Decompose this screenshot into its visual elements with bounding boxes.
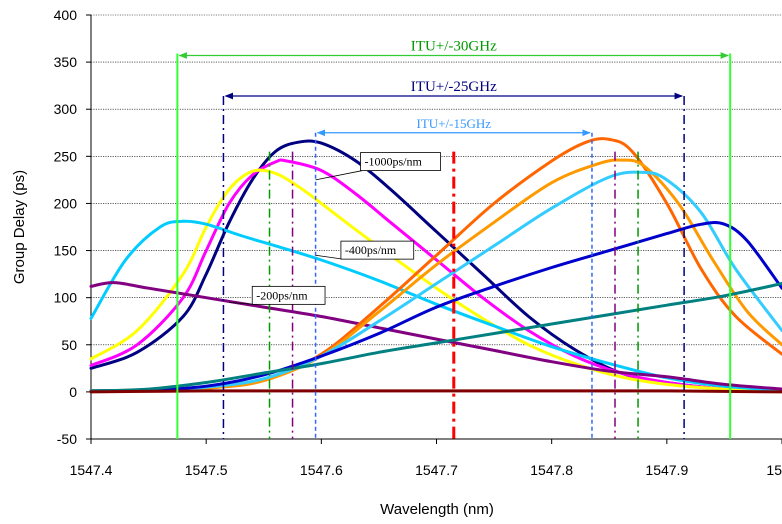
y-tick-label: 300 (54, 101, 78, 117)
series-line-3 (89, 219, 782, 392)
annotation-box-0 (360, 152, 441, 171)
dispersion-annotations: -1000ps/nm -400ps/nm -200ps/nm (229, 152, 441, 305)
x-tick-label: 1547.6 (300, 462, 343, 478)
y-tick-label: 0 (69, 384, 77, 400)
annotation-label: -1000ps/nm (364, 155, 422, 169)
x-tick-label: 1548 (766, 462, 782, 478)
x-axis-label: Wavelength (nm) (380, 501, 494, 518)
annotation-label: -400ps/nm (345, 243, 397, 257)
series-line-7 (89, 170, 782, 393)
annotation-label: -200ps/nm (256, 288, 308, 302)
y-tick-label: 250 (54, 148, 78, 164)
y-tick-label: 350 (54, 54, 78, 70)
series-line-8 (89, 221, 782, 393)
annotation-box-1 (340, 240, 415, 260)
series-line-2 (89, 168, 782, 393)
x-tick-label: 1547.5 (185, 462, 228, 478)
y-tick-label: 200 (54, 195, 78, 211)
annotation-leader-0 (315, 170, 363, 181)
series-line-9 (89, 282, 782, 393)
range-label: ITU+/-25GHz (411, 79, 497, 95)
annotation-box-2 (251, 285, 326, 305)
y-tick-label: 150 (54, 243, 78, 259)
y-axis-label: Group Delay (ps) (11, 170, 28, 284)
y-tick-label: 100 (54, 290, 78, 306)
series-line-10 (89, 389, 782, 394)
range-label: ITU+/-30GHz (411, 39, 497, 55)
x-tick-label: 1547.7 (415, 462, 458, 478)
annotation-leader-1 (315, 254, 343, 260)
series-lines (89, 137, 782, 394)
x-tick-label: 1547.4 (70, 462, 113, 478)
range-label: ITU+/-15GHz (417, 116, 492, 131)
tick-labels: 400 350 300 250 200 150 100 50 0 -50 1547.4 1547.5 1… (54, 7, 782, 478)
annotation-leader-2 (229, 301, 255, 305)
series-line-1 (89, 158, 782, 393)
series-line-6 (89, 158, 782, 393)
series-line-4 (89, 281, 782, 391)
x-tick-label: 1547.9 (645, 462, 688, 478)
y-tick-label: 400 (54, 7, 78, 23)
vertical-marker-lines (176, 53, 732, 439)
y-tick-label: -50 (57, 431, 77, 447)
range-brackets: ITU+/-30GHz ITU+/-25GHz ITU+/-15GHz (178, 39, 730, 137)
x-tick-label: 1547.8 (530, 462, 573, 478)
y-tick-label: 50 (61, 337, 77, 353)
